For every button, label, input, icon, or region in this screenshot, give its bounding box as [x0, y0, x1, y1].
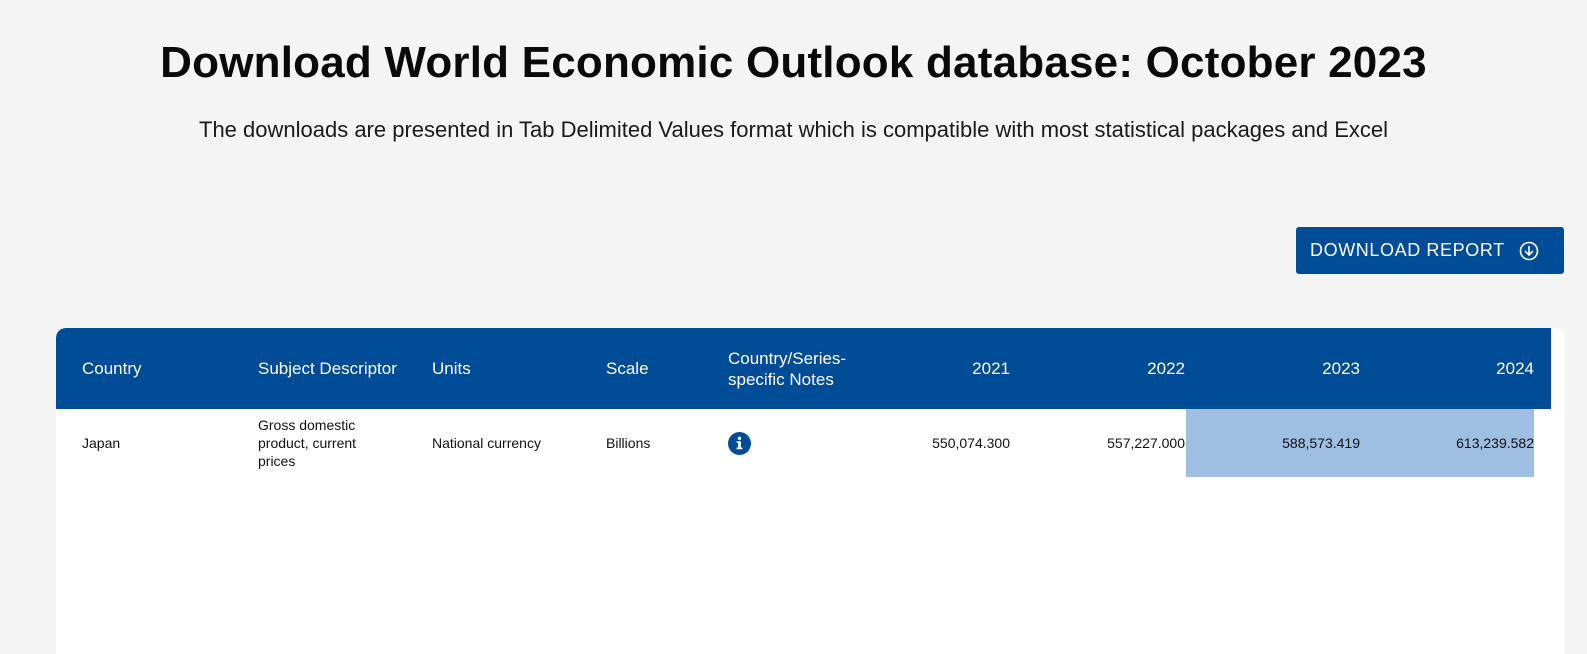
column-header-2023[interactable]: 2023 — [1322, 358, 1360, 378]
column-header-notes-label: Country/Series-specific Notes — [728, 348, 847, 389]
column-header-2022[interactable]: 2022 — [1147, 358, 1185, 378]
page-title: Download World Economic Outlook database… — [160, 38, 1427, 87]
column-header-2024[interactable]: 2024 — [1496, 358, 1534, 378]
info-icon[interactable] — [728, 431, 751, 455]
cell-units: National currency — [432, 435, 541, 451]
cell-2024: 613,239.582 — [1360, 409, 1534, 477]
cell-notes — [728, 409, 751, 477]
data-table: Country Subject Descriptor Units Scale C… — [56, 328, 1565, 654]
download-circle-icon — [1519, 241, 1539, 261]
table-header: Country Subject Descriptor Units Scale C… — [56, 328, 1551, 409]
column-header-country[interactable]: Country — [82, 358, 142, 378]
cell-subject: Gross domestic product, current prices — [258, 409, 383, 477]
column-header-2021[interactable]: 2021 — [972, 358, 1010, 378]
column-header-scale[interactable]: Scale — [606, 358, 649, 378]
cell-scale: Billions — [606, 435, 651, 451]
table-row: Japan Gross domestic product, current pr… — [56, 409, 1551, 477]
download-report-label: DOWNLOAD REPORT — [1310, 240, 1505, 260]
cell-country: Japan — [82, 435, 121, 451]
column-header-units[interactable]: Units — [432, 358, 471, 378]
column-header-subject[interactable]: Subject Descriptor — [258, 358, 397, 378]
download-report-button[interactable]: DOWNLOAD REPORT — [1296, 227, 1564, 274]
page-subtitle: The downloads are presented in Tab Delim… — [199, 117, 1388, 142]
cell-2021: 550,074.300 — [932, 435, 1010, 451]
column-header-notes[interactable]: Country/Series-specific Notes — [728, 328, 868, 409]
cell-subject-text: Gross domestic product, current prices — [258, 417, 357, 469]
cell-2023: 588,573.419 — [1186, 409, 1360, 477]
cell-2022: 557,227.000 — [1107, 435, 1185, 451]
